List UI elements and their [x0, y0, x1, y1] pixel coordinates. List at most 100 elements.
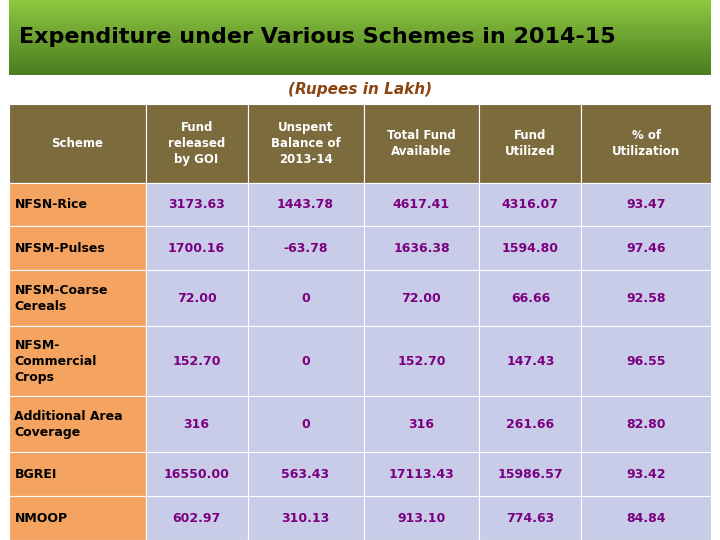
- Text: 1443.78: 1443.78: [277, 198, 334, 211]
- Bar: [480, 226, 581, 271]
- Text: Unspent
Balance of
2013-14: Unspent Balance of 2013-14: [271, 121, 341, 166]
- Bar: [145, 327, 248, 396]
- Bar: [364, 226, 480, 271]
- Bar: [9, 52, 711, 53]
- Bar: [480, 396, 581, 452]
- Bar: [9, 104, 145, 183]
- Bar: [145, 452, 248, 496]
- Bar: [9, 70, 711, 71]
- Bar: [581, 226, 711, 271]
- Bar: [9, 51, 711, 52]
- Bar: [145, 104, 248, 183]
- Text: 316: 316: [184, 417, 210, 430]
- Bar: [581, 271, 711, 327]
- Bar: [581, 183, 711, 226]
- Bar: [9, 49, 711, 51]
- Bar: [9, 53, 711, 55]
- Bar: [145, 226, 248, 271]
- Bar: [9, 55, 711, 57]
- Bar: [9, 71, 711, 73]
- Bar: [248, 452, 364, 496]
- Text: 316: 316: [408, 417, 434, 430]
- Bar: [9, 64, 711, 65]
- Text: 563.43: 563.43: [282, 468, 330, 481]
- Bar: [9, 30, 711, 31]
- Bar: [9, 0, 711, 2]
- Bar: [9, 65, 711, 67]
- Text: 152.70: 152.70: [172, 355, 221, 368]
- Bar: [9, 8, 711, 9]
- Text: 4617.41: 4617.41: [393, 198, 450, 211]
- Bar: [9, 39, 711, 40]
- Bar: [9, 12, 711, 14]
- Bar: [9, 22, 711, 24]
- Bar: [9, 58, 711, 59]
- Text: 72.00: 72.00: [402, 292, 441, 305]
- Bar: [9, 61, 711, 63]
- Bar: [480, 271, 581, 327]
- Bar: [9, 33, 711, 34]
- Bar: [248, 104, 364, 183]
- Text: 4316.07: 4316.07: [502, 198, 559, 211]
- Text: 93.47: 93.47: [626, 198, 666, 211]
- Bar: [9, 27, 711, 28]
- Bar: [145, 496, 248, 540]
- Bar: [364, 183, 480, 226]
- Text: 82.80: 82.80: [626, 417, 666, 430]
- Text: 0: 0: [301, 292, 310, 305]
- Bar: [9, 42, 711, 43]
- Bar: [480, 496, 581, 540]
- Bar: [9, 57, 711, 58]
- Text: 97.46: 97.46: [626, 242, 666, 255]
- Bar: [9, 28, 711, 30]
- Bar: [9, 226, 145, 271]
- Bar: [9, 37, 711, 39]
- Text: 0: 0: [301, 417, 310, 430]
- Text: BGREI: BGREI: [14, 468, 57, 481]
- Text: 602.97: 602.97: [173, 511, 221, 524]
- Bar: [9, 9, 711, 10]
- Text: 152.70: 152.70: [397, 355, 446, 368]
- Bar: [9, 16, 711, 18]
- Bar: [9, 45, 711, 46]
- Text: NMOOP: NMOOP: [14, 511, 68, 524]
- Text: 147.43: 147.43: [506, 355, 554, 368]
- Text: -63.78: -63.78: [283, 242, 328, 255]
- Text: Expenditure under Various Schemes in 2014-15: Expenditure under Various Schemes in 201…: [19, 27, 616, 48]
- Bar: [248, 496, 364, 540]
- Bar: [9, 40, 711, 42]
- Bar: [364, 104, 480, 183]
- Text: 1700.16: 1700.16: [168, 242, 225, 255]
- Text: Additional Area
Coverage: Additional Area Coverage: [14, 410, 123, 438]
- Text: % of
Utilization: % of Utilization: [612, 129, 680, 158]
- Text: Fund
Utilized: Fund Utilized: [505, 129, 556, 158]
- Bar: [9, 69, 711, 70]
- Bar: [248, 396, 364, 452]
- Bar: [9, 31, 711, 33]
- Bar: [364, 452, 480, 496]
- Bar: [145, 183, 248, 226]
- Bar: [9, 15, 711, 16]
- Bar: [9, 4, 711, 6]
- Bar: [145, 396, 248, 452]
- Bar: [581, 327, 711, 396]
- Bar: [364, 496, 480, 540]
- Bar: [248, 271, 364, 327]
- Bar: [9, 59, 711, 61]
- Bar: [364, 271, 480, 327]
- Bar: [9, 327, 145, 396]
- Bar: [9, 452, 145, 496]
- Text: 92.58: 92.58: [626, 292, 666, 305]
- Text: 15986.57: 15986.57: [498, 468, 563, 481]
- Bar: [248, 183, 364, 226]
- Bar: [581, 496, 711, 540]
- Bar: [9, 6, 711, 8]
- Bar: [480, 327, 581, 396]
- Text: 774.63: 774.63: [506, 511, 554, 524]
- Bar: [9, 43, 711, 45]
- Bar: [9, 67, 711, 69]
- Bar: [9, 46, 711, 48]
- Text: 1636.38: 1636.38: [393, 242, 450, 255]
- Bar: [9, 496, 145, 540]
- Bar: [581, 452, 711, 496]
